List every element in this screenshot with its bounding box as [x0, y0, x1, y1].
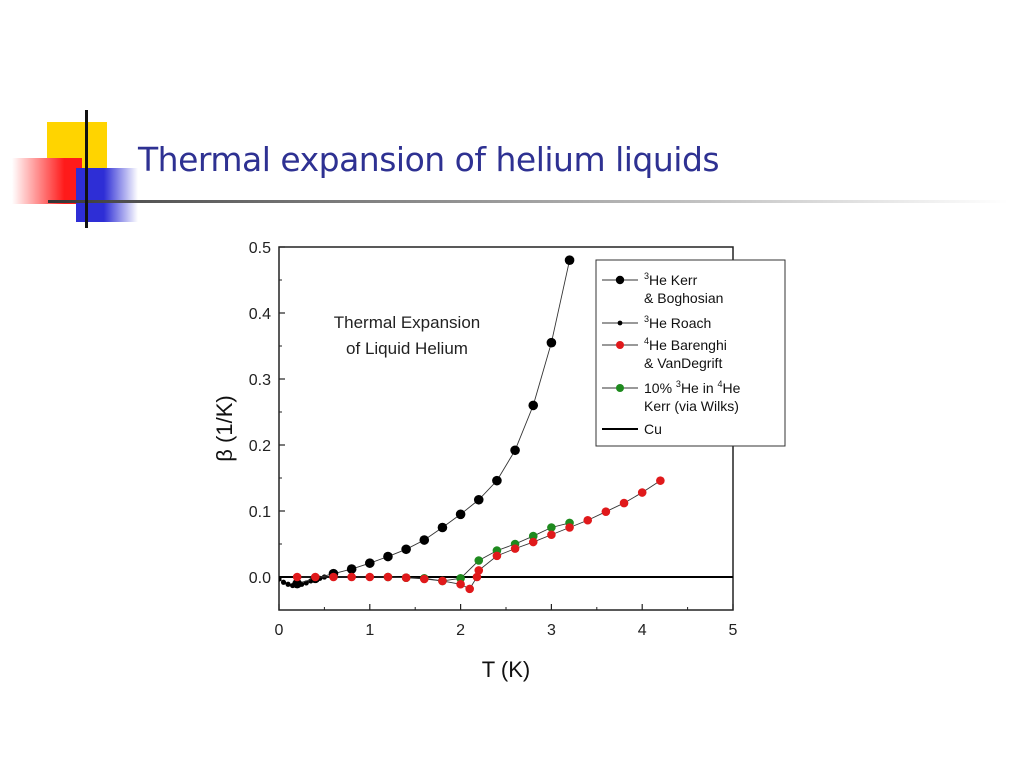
- data-point-3he-kerr-boghosian: [455, 509, 466, 520]
- data-point-4he-barenghi-vandegrift: [565, 523, 574, 532]
- data-point-3he-kerr-boghosian: [292, 578, 302, 589]
- data-point-3he-kerr-boghosian: [365, 558, 375, 568]
- y-tick-label: 0.3: [249, 372, 271, 389]
- legend-label-3he-kerr-boghosian: 3He Kerr: [644, 271, 698, 288]
- chart-axes: 0 1 2 3 4 5 0.0 0.1 0.2 0.3 0.4 0.5 T (K) β (1/K) Ther…: [212, 240, 738, 682]
- data-point-3he-kerr-boghosian: [401, 544, 411, 555]
- data-point-4he-barenghi-vandegrift: [419, 574, 429, 584]
- legend-marker-3he-kerr-boghosian: [615, 275, 625, 285]
- data-point-4he-barenghi-vandegrift: [383, 572, 393, 582]
- x-tick-label: 3: [547, 622, 556, 639]
- data-point-4he-barenghi-vandegrift: [456, 579, 465, 589]
- data-point-10-3he-in-4he-kerr-via-wilks: [474, 556, 484, 565]
- legend-marker-10-3he-in-4he-kerr-via-wilks: [616, 384, 624, 392]
- data-point-4he-barenghi-vandegrift: [365, 572, 375, 582]
- y-tick-label: 0.2: [249, 438, 271, 455]
- data-point-10-3he-in-4he-kerr-via-wilks: [547, 523, 556, 532]
- legend-label-4he-barenghi-vandegrift: 4He Barenghi: [644, 336, 727, 353]
- legend-label-cu: Cu: [644, 421, 662, 437]
- data-point-4he-barenghi-vandegrift: [492, 551, 502, 561]
- y-tick-label: 0.4: [249, 306, 271, 323]
- x-tick-label: 4: [638, 622, 647, 639]
- x-tick-label: 1: [365, 622, 374, 639]
- data-point-10-3he-in-4he-kerr-via-wilks: [456, 574, 465, 583]
- legend-label-3he-kerr-boghosian: & Boghosian: [644, 290, 723, 306]
- slide-title: Thermal expansion of helium liquids: [138, 140, 720, 179]
- data-point-4he-barenghi-vandegrift: [401, 573, 411, 582]
- chart-annotation: of Liquid Helium: [346, 339, 468, 358]
- data-point-4he-barenghi-vandegrift: [547, 530, 556, 540]
- red-bar: [12, 158, 82, 204]
- slide-decoration: [12, 110, 1008, 228]
- data-point-4he-barenghi-vandegrift: [465, 584, 474, 594]
- data-point-3he-kerr-boghosian: [546, 337, 557, 348]
- data-point-10-3he-in-4he-kerr-via-wilks: [528, 531, 538, 541]
- data-point-4he-barenghi-vandegrift: [583, 515, 593, 525]
- legend-marker-3he-roach: [617, 320, 623, 326]
- x-axis-label: T (K): [482, 657, 530, 682]
- legend-box: [595, 259, 786, 447]
- data-point-4he-barenghi-vandegrift: [347, 572, 356, 582]
- title-underline: [48, 200, 1008, 203]
- data-point-3he-roach: [285, 581, 291, 587]
- series-line-3he-kerr-boghosian: [297, 260, 570, 585]
- chart-legend: 3He Kerr & Boghosian 3He Roach 4He Barenghi…: [595, 259, 786, 447]
- y-axis-label: β (1/K): [212, 395, 237, 461]
- data-point-4he-barenghi-vandegrift: [637, 488, 647, 497]
- y-tick-label: 0.0: [249, 570, 271, 587]
- data-point-3he-kerr-boghosian: [473, 494, 484, 505]
- chart-series: [279, 255, 733, 594]
- legend-marker-4he-barenghi-vandegrift: [616, 341, 624, 349]
- data-point-4he-barenghi-vandegrift: [601, 507, 611, 516]
- data-point-4he-barenghi-vandegrift: [510, 544, 520, 553]
- data-point-3he-kerr-boghosian: [419, 535, 430, 545]
- data-point-4he-barenghi-vandegrift: [292, 572, 302, 582]
- data-point-3he-roach: [280, 579, 287, 585]
- y-tick-label: 0.5: [249, 240, 271, 257]
- chart-annotation: Thermal Expansion: [334, 313, 480, 332]
- data-point-4he-barenghi-vandegrift: [474, 566, 484, 575]
- data-point-3he-kerr-boghosian: [437, 522, 448, 533]
- data-point-4he-barenghi-vandegrift: [472, 572, 482, 582]
- legend-label-4he-barenghi-vandegrift: & VanDegrift: [644, 355, 722, 371]
- data-point-3he-kerr-boghosian: [510, 445, 520, 456]
- x-tick-label: 0: [275, 622, 284, 639]
- data-point-4he-barenghi-vandegrift: [528, 537, 538, 547]
- legend-label-3he-roach: 3He Roach: [644, 314, 711, 331]
- y-tick-label: 0.1: [249, 504, 271, 521]
- x-tick-label: 2: [456, 622, 465, 639]
- data-point-4he-barenghi-vandegrift: [311, 572, 320, 582]
- data-point-4he-barenghi-vandegrift: [619, 498, 629, 508]
- legend-label-10-3he-in-4he-kerr-via-wilks: 10% 3He in 4He: [644, 379, 741, 396]
- data-point-3he-kerr-boghosian: [346, 564, 357, 574]
- data-point-3he-kerr-boghosian: [383, 551, 393, 562]
- data-point-4he-barenghi-vandegrift: [656, 476, 665, 485]
- data-point-4he-barenghi-vandegrift: [438, 576, 447, 586]
- legend-label-10-3he-in-4he-kerr-via-wilks: Kerr (via Wilks): [644, 398, 739, 414]
- x-tick-label: 5: [729, 622, 738, 639]
- vertical-line: [85, 110, 88, 228]
- data-point-3he-kerr-boghosian: [528, 400, 539, 411]
- data-point-3he-roach: [279, 576, 282, 582]
- data-point-3he-kerr-boghosian: [492, 475, 502, 486]
- data-point-3he-kerr-boghosian: [564, 255, 575, 265]
- thermal-expansion-chart: 0 1 2 3 4 5 0.0 0.1 0.2 0.3 0.4 0.5 T (K) β (1/K) Ther…: [212, 240, 786, 682]
- data-point-4he-barenghi-vandegrift: [329, 572, 338, 582]
